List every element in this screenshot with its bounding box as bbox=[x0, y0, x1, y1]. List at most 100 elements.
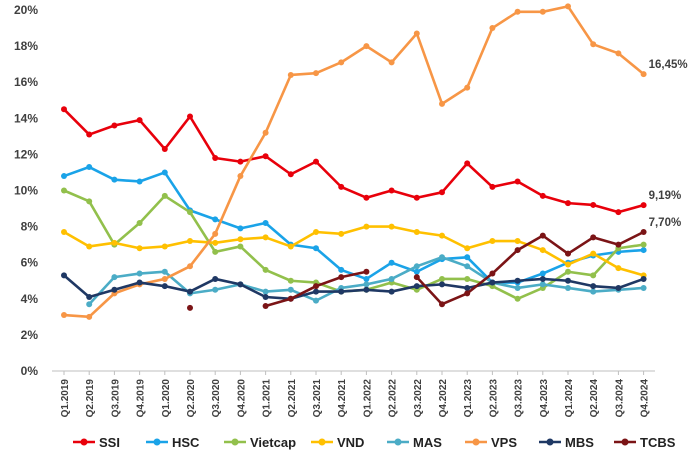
data-point-mas bbox=[262, 288, 269, 295]
x-tick-label: Q3.2024 bbox=[614, 379, 625, 418]
data-point-vps bbox=[262, 129, 269, 136]
legend-item-mas: MAS bbox=[387, 435, 442, 450]
data-point-ssi bbox=[388, 187, 395, 194]
data-point-mas bbox=[439, 254, 445, 261]
data-point-vietcap bbox=[287, 277, 294, 284]
series-line-vnd bbox=[63, 225, 644, 277]
data-point-ssi bbox=[413, 194, 420, 201]
data-point-mbs bbox=[489, 279, 496, 286]
y-tick-label: 6% bbox=[21, 256, 39, 270]
x-tick-label: Q2.2020 bbox=[186, 379, 197, 418]
data-point-ssi bbox=[237, 158, 244, 165]
series-line-hsc bbox=[63, 165, 644, 284]
data-point-vps bbox=[237, 173, 244, 180]
legend-item-mbs: MBS bbox=[539, 435, 594, 450]
data-point-vnd bbox=[565, 261, 571, 268]
data-point-mas bbox=[313, 297, 319, 304]
data-point-tcbs bbox=[262, 303, 269, 310]
data-point-tcbs bbox=[464, 290, 471, 297]
data-point-tcbs bbox=[313, 283, 319, 290]
legend-swatch-marker bbox=[231, 438, 239, 446]
legend-label: TCBS bbox=[640, 435, 676, 450]
data-point-ssi bbox=[363, 194, 370, 201]
legend-label: HSC bbox=[172, 435, 200, 450]
data-point-mbs bbox=[187, 288, 193, 295]
series-line-mbs bbox=[63, 274, 645, 301]
y-tick-label: 18% bbox=[14, 39, 38, 53]
data-point-vps bbox=[413, 30, 420, 37]
annotation-layer: 16,45% 9,19% 7,70% bbox=[649, 59, 688, 229]
data-point-ssi bbox=[136, 117, 143, 124]
data-point-ssi bbox=[539, 192, 546, 199]
data-point-mbs bbox=[86, 293, 93, 300]
series-layer bbox=[61, 3, 647, 320]
x-tick-label: Q4.2019 bbox=[136, 379, 147, 418]
x-tick-label: Q2.2024 bbox=[589, 379, 600, 418]
data-point-vietcap bbox=[590, 272, 597, 279]
data-point-vnd bbox=[363, 223, 370, 230]
x-tick-label: Q2.2019 bbox=[85, 379, 96, 418]
data-point-mbs bbox=[338, 288, 345, 295]
data-point-mbs bbox=[161, 283, 168, 290]
data-point-vietcap bbox=[464, 275, 471, 282]
data-point-tcbs bbox=[615, 241, 622, 248]
data-point-mbs bbox=[313, 288, 319, 295]
data-point-vietcap bbox=[86, 198, 93, 205]
data-point-vietcap bbox=[262, 266, 269, 273]
data-point-vps bbox=[514, 8, 521, 15]
data-point-mbs bbox=[237, 281, 244, 288]
data-point-tcbs bbox=[590, 234, 597, 241]
data-point-tcbs bbox=[338, 274, 345, 281]
data-point-vps bbox=[212, 230, 219, 237]
data-point-tcbs bbox=[287, 295, 294, 302]
data-point-mbs bbox=[439, 281, 445, 288]
x-tick-label: Q1.2023 bbox=[463, 379, 474, 418]
legend-item-vps: VPS bbox=[465, 435, 517, 450]
data-point-vnd bbox=[212, 239, 219, 246]
data-point-mbs bbox=[539, 275, 546, 282]
data-point-tcbs bbox=[565, 250, 571, 257]
data-point-ssi bbox=[111, 122, 118, 129]
series-mas bbox=[86, 254, 647, 308]
y-tick-label: 2% bbox=[21, 328, 39, 342]
data-point-hsc bbox=[111, 176, 118, 183]
legend-item-ssi: SSI bbox=[73, 435, 120, 450]
data-point-vps bbox=[539, 8, 546, 15]
data-point-vnd bbox=[86, 243, 93, 250]
x-tick-label: Q1.2021 bbox=[262, 379, 273, 418]
data-point-mbs bbox=[61, 272, 67, 279]
data-point-vps bbox=[363, 43, 370, 50]
data-point-ssi bbox=[61, 106, 67, 113]
data-point-vnd bbox=[237, 236, 244, 243]
data-point-mbs bbox=[136, 279, 143, 286]
data-point-mas bbox=[514, 284, 521, 291]
legend-label: VND bbox=[337, 435, 364, 450]
data-point-vnd bbox=[262, 234, 269, 241]
data-point-hsc bbox=[237, 225, 244, 232]
data-point-mas bbox=[464, 263, 471, 270]
x-tick-label: Q4.2020 bbox=[236, 379, 247, 418]
data-point-ssi bbox=[338, 183, 345, 190]
legend-item-hsc: HSC bbox=[146, 435, 200, 450]
x-tick-label: Q3.2019 bbox=[110, 379, 121, 418]
data-point-ssi bbox=[187, 113, 193, 120]
data-point-hsc bbox=[136, 178, 143, 185]
data-point-mas bbox=[590, 288, 597, 295]
x-tick-label: Q4.2021 bbox=[337, 379, 348, 418]
data-point-mbs bbox=[262, 293, 269, 300]
x-tick-label: Q2.2021 bbox=[287, 379, 298, 418]
data-point-tcbs bbox=[439, 301, 445, 308]
data-point-vnd bbox=[111, 239, 118, 246]
data-point-hsc bbox=[161, 169, 168, 176]
data-point-vietcap bbox=[640, 241, 647, 248]
data-point-hsc bbox=[363, 275, 370, 282]
legend-swatch-marker bbox=[80, 438, 88, 446]
data-point-mas bbox=[287, 286, 294, 293]
legend-swatch-marker bbox=[621, 438, 629, 446]
data-point-ssi bbox=[262, 153, 269, 160]
data-point-vps bbox=[590, 41, 597, 48]
x-tick-label: Q3.2020 bbox=[211, 379, 222, 418]
series-vnd bbox=[61, 223, 647, 279]
data-point-vnd bbox=[338, 230, 345, 237]
